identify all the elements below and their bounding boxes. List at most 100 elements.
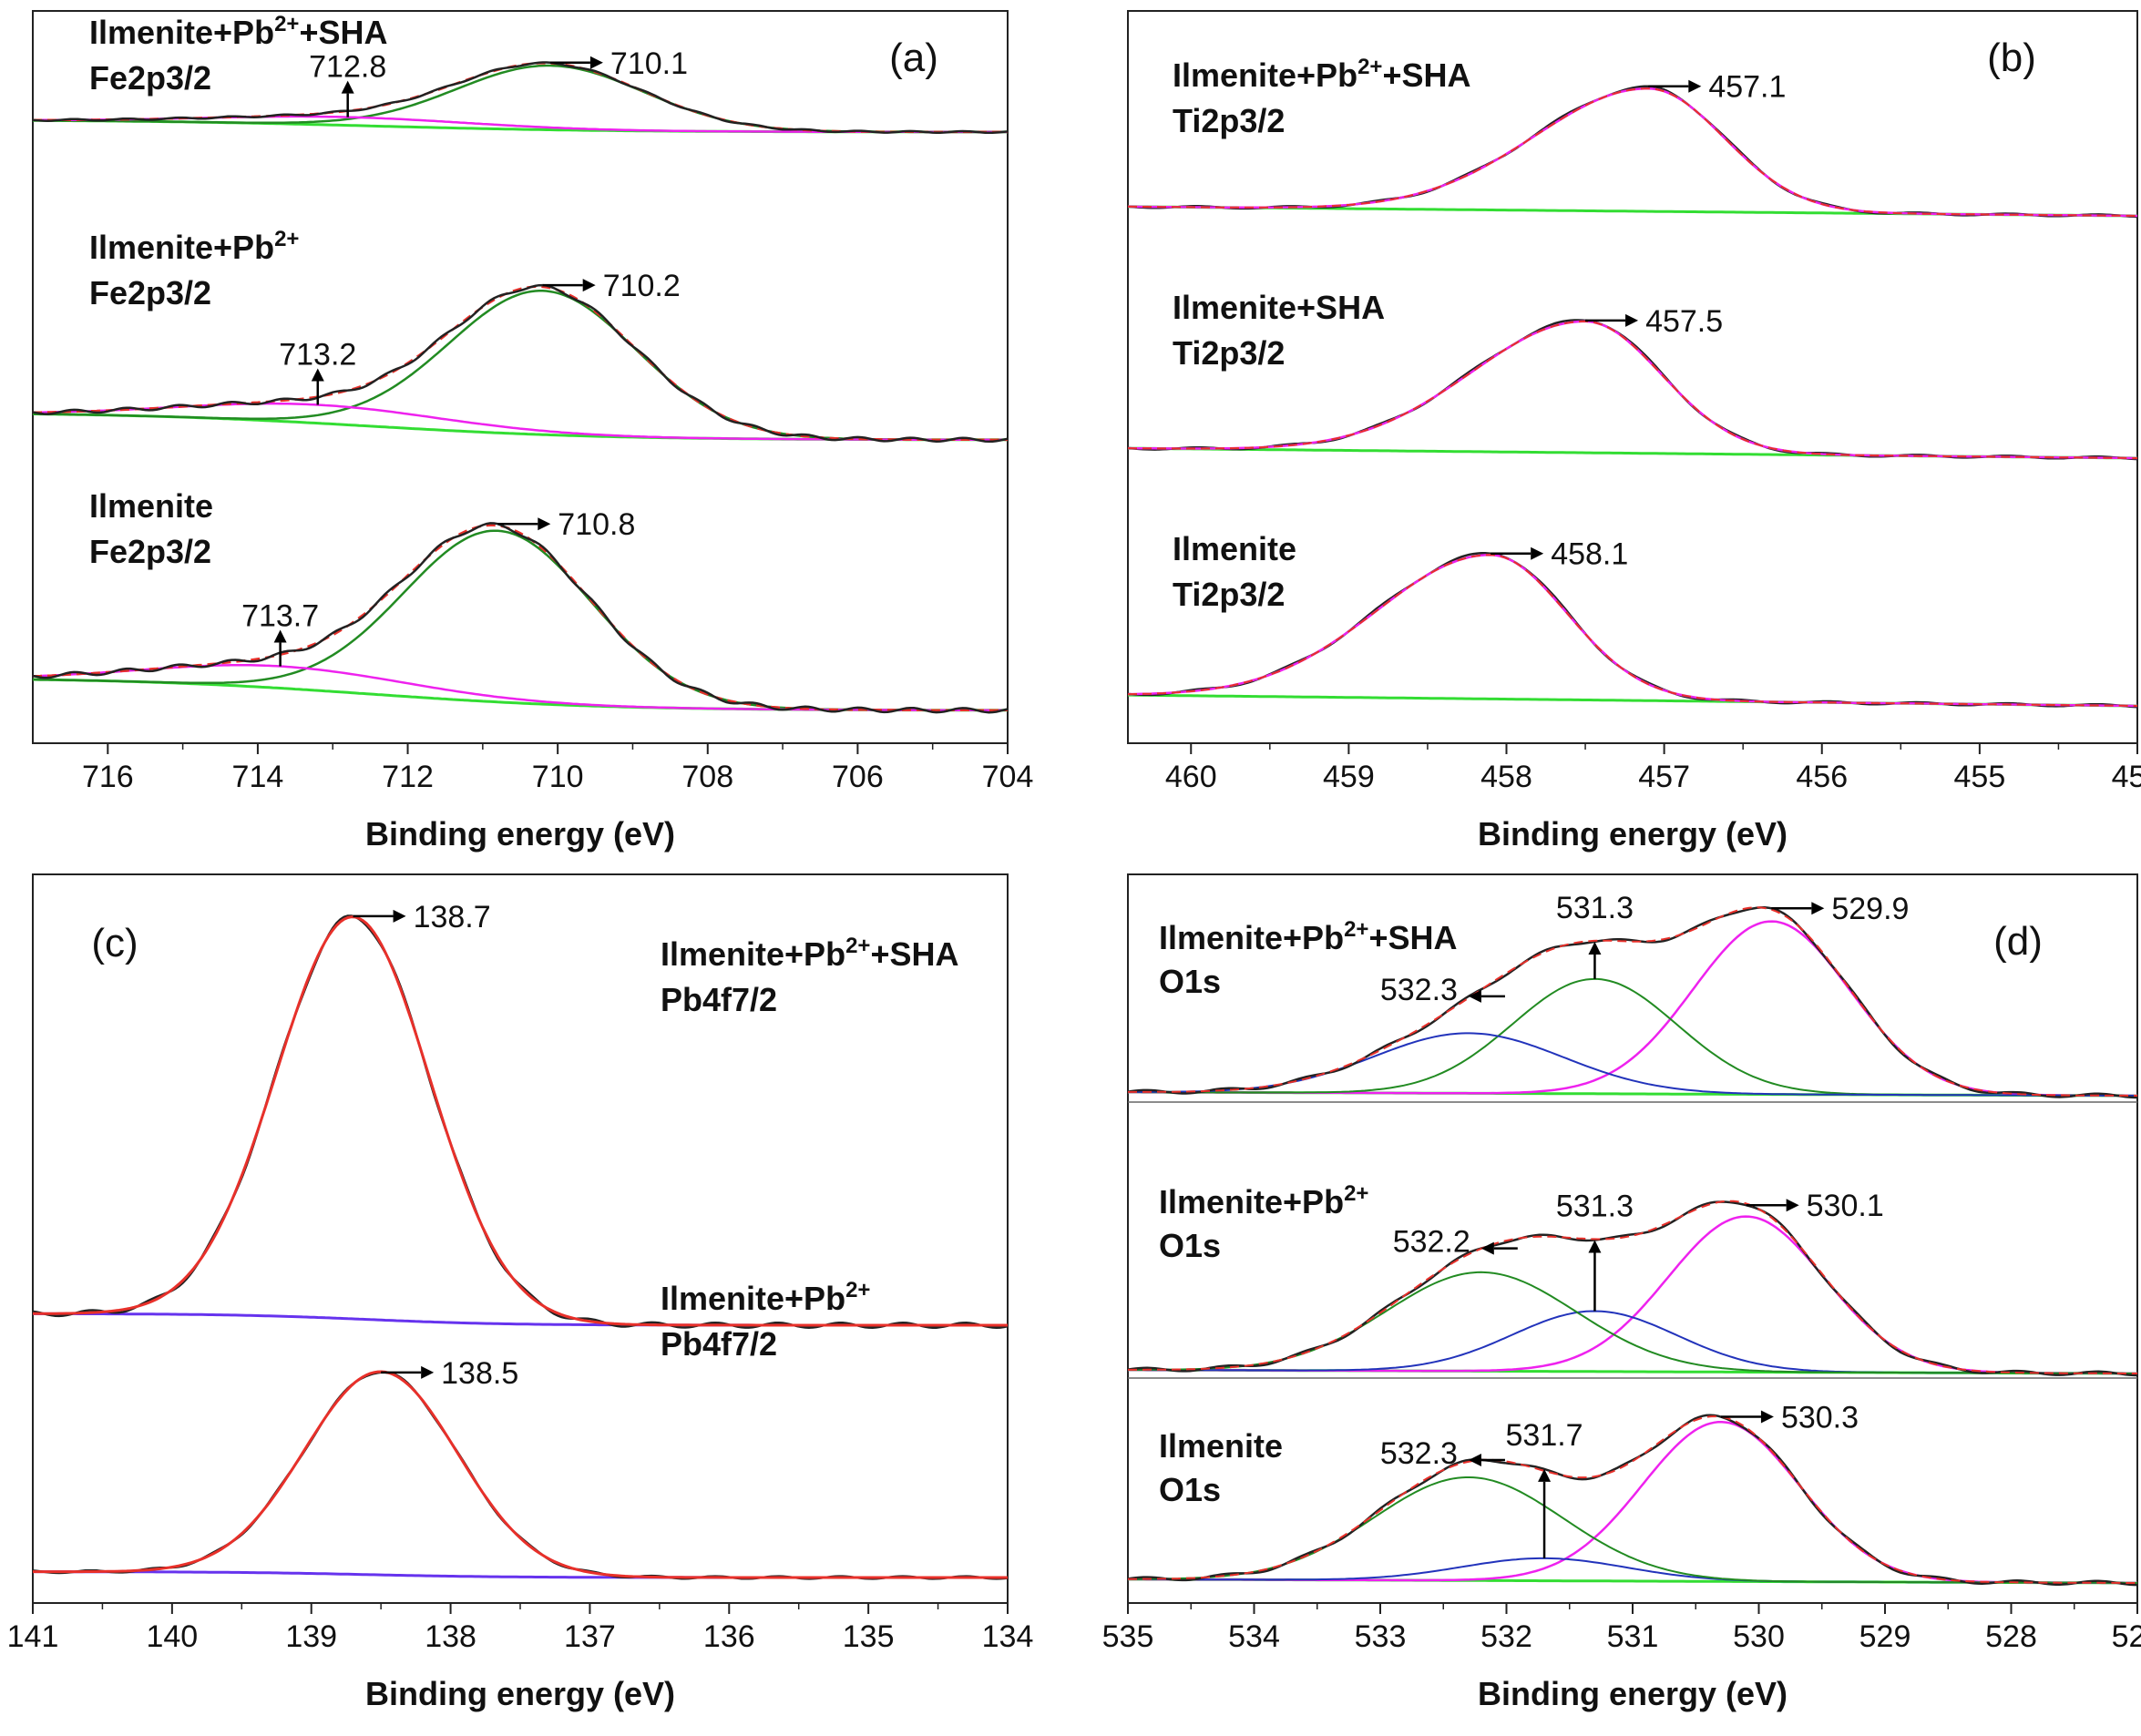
peak-label: 530.1 <box>1807 1189 1884 1223</box>
peak-arrowhead <box>421 1365 435 1379</box>
envelope-curve <box>1127 87 2137 217</box>
core-level-name: Fe2p3/2 <box>89 59 211 97</box>
peak-label: 458.1 <box>1551 537 1628 572</box>
spectrum: Ilmenite Fe2p3/2 710.8 713.7 <box>32 487 1009 714</box>
x-tick-label: 531 <box>1607 1619 1659 1654</box>
panel-c: 141 140 139 138 137 136 135 134 Binding energy (… <box>7 873 1034 1712</box>
spectrum: Ilmenite+Pb2++SHA O1s 529.9 531.3 532.3 <box>1127 891 2138 1099</box>
peak-arrowhead <box>538 517 551 531</box>
envelope-curve <box>33 1370 1008 1579</box>
sample-name: Ilmenite <box>89 487 213 525</box>
x-tick-label: 706 <box>832 760 884 794</box>
sample-name: Ilmenite+Pb2++SHA <box>1173 55 1470 94</box>
peak-arrowhead <box>1811 902 1825 915</box>
x-tick-label: 530 <box>1733 1619 1785 1654</box>
peak-arrowhead <box>1480 1241 1494 1255</box>
peak-arrowhead <box>1688 79 1702 93</box>
peak-annotation: 457.5 <box>1585 304 1723 339</box>
envelope-curve <box>1128 906 2137 1097</box>
envelope-curve <box>1128 554 2137 707</box>
sample-name: Ilmenite+Pb2+ <box>89 227 299 266</box>
component-3-curve <box>1128 1032 2137 1097</box>
peak-annotation: 531.3 <box>1556 891 1634 979</box>
x-tick-label: 139 <box>285 1619 337 1654</box>
peak-annotation: 532.2 <box>1393 1225 1518 1260</box>
background-curve <box>32 678 1008 712</box>
x-tick-label: 714 <box>232 760 284 794</box>
envelope-curve <box>1128 320 2137 459</box>
peak-arrowhead <box>1531 546 1544 560</box>
x-tick-label: 138 <box>425 1619 476 1654</box>
peak-arrowhead <box>273 629 287 643</box>
peak-label: 457.5 <box>1645 304 1723 339</box>
peak-annotation: 530.1 <box>1746 1189 1884 1223</box>
component-1-curve <box>33 290 1009 442</box>
panel-b: 460 459 458 457 456 455 454 Binding energy (eV)… <box>1127 10 2141 853</box>
spectrum: Ilmenite O1s 530.3 531.7 532.3 <box>1127 1401 2138 1587</box>
peak-arrowhead <box>1786 1199 1799 1212</box>
peak-arrowhead <box>1538 1468 1552 1482</box>
x-axis-label: Binding energy (eV) <box>365 815 675 853</box>
spectrum: Ilmenite+Pb2+ Pb4f7/2 138.5 <box>32 1278 1009 1580</box>
panel-label: (a) <box>889 36 938 80</box>
panel-label: (b) <box>1987 36 2036 80</box>
peak-annotation: 532.3 <box>1380 973 1505 1007</box>
peak-annotation: 713.7 <box>241 599 319 667</box>
x-tick-label: 454 <box>2112 760 2141 794</box>
x-tick-label: 135 <box>843 1619 895 1654</box>
experimental-curve <box>1127 1200 2138 1377</box>
x-axis-label: Binding energy (eV) <box>1478 1675 1788 1712</box>
envelope-curve <box>33 915 1008 1327</box>
peak-annotation: 710.1 <box>549 46 688 81</box>
x-tick-label: 535 <box>1102 1619 1154 1654</box>
component-2-curve <box>1128 1557 2137 1584</box>
peak-label: 712.8 <box>309 50 386 85</box>
x-tick-label: 532 <box>1480 1619 1532 1654</box>
experimental-curve <box>1127 1414 2138 1587</box>
peak-arrowhead <box>1468 989 1481 1003</box>
peak-arrowhead <box>1588 941 1602 955</box>
panel-label: (d) <box>1993 919 2043 964</box>
peak-arrowhead <box>1625 313 1639 327</box>
sample-name: Ilmenite+Pb2+ <box>661 1278 870 1317</box>
peak-annotation: 531.7 <box>1506 1418 1583 1558</box>
x-tick-label: 716 <box>82 760 134 794</box>
component-3-curve <box>1128 1271 2137 1374</box>
core-level-name: Fe2p3/2 <box>89 533 211 570</box>
plot-frame <box>1127 873 2138 1604</box>
x-tick-label: 455 <box>1954 760 2006 794</box>
core-level-name: O1s <box>1159 1471 1221 1508</box>
sample-name: Ilmenite+Pb2++SHA <box>1159 917 1457 956</box>
x-tick-label: 534 <box>1228 1619 1280 1654</box>
x-tick-label: 459 <box>1323 760 1375 794</box>
peak-annotation: 713.2 <box>279 337 356 405</box>
x-tick-label: 457 <box>1638 760 1690 794</box>
peak-arrowhead <box>1588 1240 1602 1253</box>
spectrum: Ilmenite+Pb2+ O1s 530.1 531.3 532.2 <box>1127 1181 2138 1377</box>
experimental-curve <box>1127 906 2138 1099</box>
experimental-curve <box>32 1371 1009 1580</box>
peak-label: 532.2 <box>1393 1225 1470 1260</box>
component-2-curve <box>1128 1310 2137 1374</box>
peak-annotation: 457.1 <box>1648 70 1786 105</box>
peak-annotation: 138.5 <box>381 1356 518 1391</box>
panel-label: (c) <box>91 921 138 965</box>
x-tick-label: 134 <box>982 1619 1034 1654</box>
background-curve <box>33 1312 1008 1327</box>
peak-annotation: 531.3 <box>1556 1190 1634 1312</box>
peak-label: 710.8 <box>558 507 635 542</box>
x-tick-label: 712 <box>382 760 434 794</box>
peak-label: 138.7 <box>414 900 491 934</box>
envelope-curve <box>1128 1200 2137 1374</box>
spectrum: Ilmenite+Pb2+ Fe2p3/2 710.2 713.2 <box>32 227 1009 444</box>
envelope-curve <box>1128 1414 2137 1584</box>
spectrum: Ilmenite+Pb2++SHA Ti2p3/2 457.1 <box>1127 55 2138 219</box>
sample-name: Ilmenite+Pb2++SHA <box>89 12 387 51</box>
x-tick-label: 704 <box>982 760 1034 794</box>
peak-label: 710.1 <box>610 46 688 81</box>
x-tick-label: 529 <box>1859 1619 1911 1654</box>
peak-arrowhead <box>1468 1453 1481 1466</box>
plot-frame <box>1127 10 2138 744</box>
peak-label: 713.2 <box>279 337 356 372</box>
peak-label: 531.3 <box>1556 1190 1634 1224</box>
